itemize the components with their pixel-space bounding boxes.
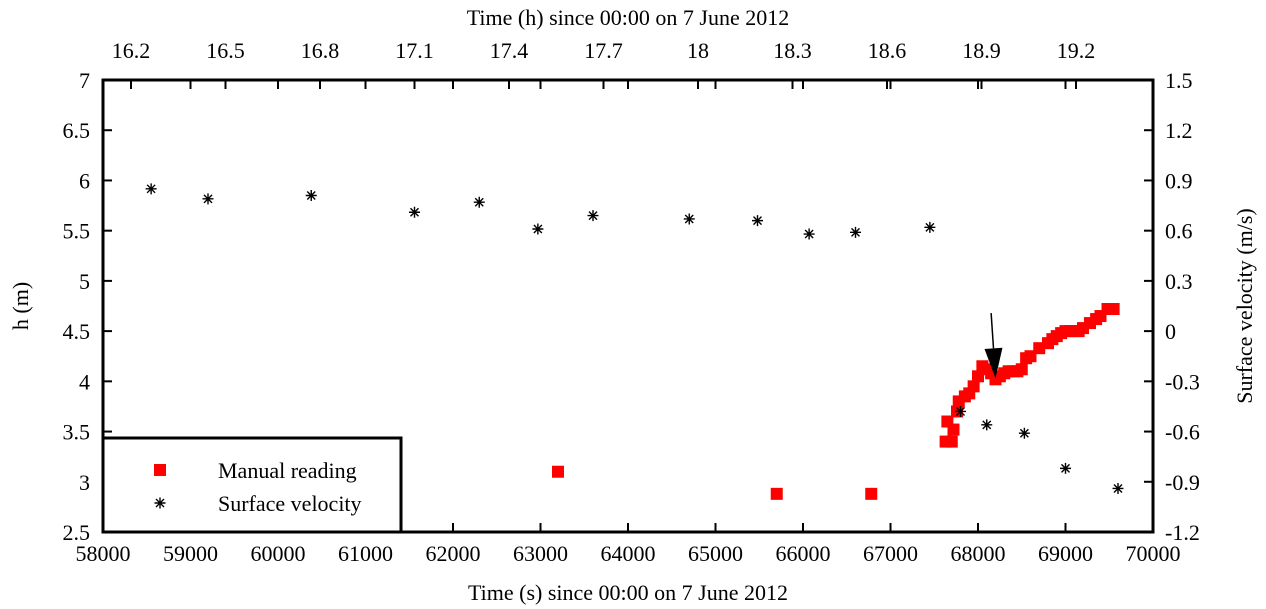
manual-reading-point <box>1107 303 1120 316</box>
x2-tick-label: 16.8 <box>301 38 340 63</box>
x-tick-label: 69000 <box>1038 541 1093 566</box>
surface-velocity-point <box>532 223 544 235</box>
y2-tick-label: 0 <box>1165 319 1176 344</box>
surface-velocity-point <box>924 221 936 233</box>
x-tick-label: 66000 <box>776 541 831 566</box>
y2-tick-label: 1.5 <box>1165 68 1193 93</box>
surface-velocity-point <box>955 405 966 417</box>
surface-velocity-point <box>305 190 317 202</box>
y2-tick-label: 1.2 <box>1165 118 1193 143</box>
y-tick-label: 7 <box>79 68 90 93</box>
x-tick-label: 64000 <box>601 541 656 566</box>
y2-tick-label: 0.9 <box>1165 168 1193 193</box>
surface-velocity-point <box>683 213 695 225</box>
x-tick-label: 65000 <box>688 541 743 566</box>
surface-velocity-point <box>202 193 214 205</box>
surface-velocity-point <box>850 226 861 238</box>
x2-tick-label: 18.3 <box>773 38 812 63</box>
y-tick-label: 3.5 <box>63 420 91 445</box>
manual-reading-point <box>865 487 878 500</box>
y2-tick-label: 0.3 <box>1165 269 1193 294</box>
legend-label: Manual reading <box>218 458 357 483</box>
manual-reading-point <box>1015 363 1028 376</box>
x2-tick-label: 17.4 <box>490 38 529 63</box>
surface-velocity-point <box>587 210 599 222</box>
x2-tick-label: 18 <box>687 38 709 63</box>
manual-reading-point <box>945 435 958 448</box>
x-tick-label: 58000 <box>76 541 131 566</box>
y-tick-label: 5 <box>79 269 90 294</box>
x-tick-label: 68000 <box>951 541 1006 566</box>
x-tick-label: 67000 <box>863 541 918 566</box>
surface-velocity-point <box>981 419 993 431</box>
surface-velocity-point <box>1112 482 1124 494</box>
x-tick-label: 61000 <box>338 541 393 566</box>
x-tick-label: 59000 <box>163 541 218 566</box>
legend-box <box>101 436 403 534</box>
surface-velocity-point <box>803 228 815 240</box>
legend-label: Surface velocity <box>218 491 362 516</box>
y-tick-label: 4.5 <box>63 319 91 344</box>
legend-marker-manual-reading <box>154 464 166 476</box>
y-tick-label: 3 <box>79 470 90 495</box>
y-tick-label: 6.5 <box>63 118 91 143</box>
x2-tick-label: 17.7 <box>584 38 623 63</box>
x-tick-label: 60000 <box>251 541 306 566</box>
manual-reading-point <box>947 423 960 436</box>
y2-axis-title: Surface velocity (m/s) <box>1232 208 1257 404</box>
y-tick-label: 2.5 <box>63 520 91 545</box>
y-axis-title: h (m) <box>8 282 33 330</box>
y2-tick-label: -0.9 <box>1165 470 1200 495</box>
x-tick-label: 70000 <box>1126 541 1181 566</box>
x-tick-label: 62000 <box>426 541 481 566</box>
x2-tick-label: 18.6 <box>868 38 907 63</box>
x2-tick-label: 16.2 <box>112 38 151 63</box>
x2-tick-label: 18.9 <box>962 38 1001 63</box>
y2-tick-label: 0.6 <box>1165 219 1193 244</box>
surface-velocity-point <box>409 206 420 218</box>
y-tick-label: 4 <box>79 369 90 394</box>
manual-reading-point <box>552 465 564 478</box>
x-axis-title: Time (s) since 00:00 on 7 June 2012 <box>468 580 788 605</box>
surface-velocity-point <box>473 196 485 208</box>
surface-velocity-point <box>1060 462 1071 474</box>
annotation-arrow-head <box>984 347 1003 379</box>
y-tick-label: 6 <box>79 168 90 193</box>
x2-axis-title: Time (h) since 00:00 on 7 June 2012 <box>467 5 789 30</box>
x-tick-label: 63000 <box>513 541 568 566</box>
surface-velocity-point <box>145 183 157 195</box>
manual-reading-point <box>770 487 783 500</box>
legend-marker-surface-velocity <box>154 497 166 509</box>
x2-tick-label: 16.5 <box>206 38 245 63</box>
surface-velocity-point <box>752 215 763 227</box>
manual-reading-point <box>967 380 980 393</box>
y2-tick-label: -0.3 <box>1165 369 1200 394</box>
y-tick-label: 5.5 <box>63 219 91 244</box>
surface-velocity-point <box>1018 427 1030 439</box>
annotation-arrow-shaft <box>990 312 995 349</box>
y2-tick-label: -0.6 <box>1165 420 1200 445</box>
x2-tick-label: 19.2 <box>1057 38 1096 63</box>
x2-tick-label: 17.1 <box>395 38 434 63</box>
y2-tick-label: -1.2 <box>1165 520 1200 545</box>
